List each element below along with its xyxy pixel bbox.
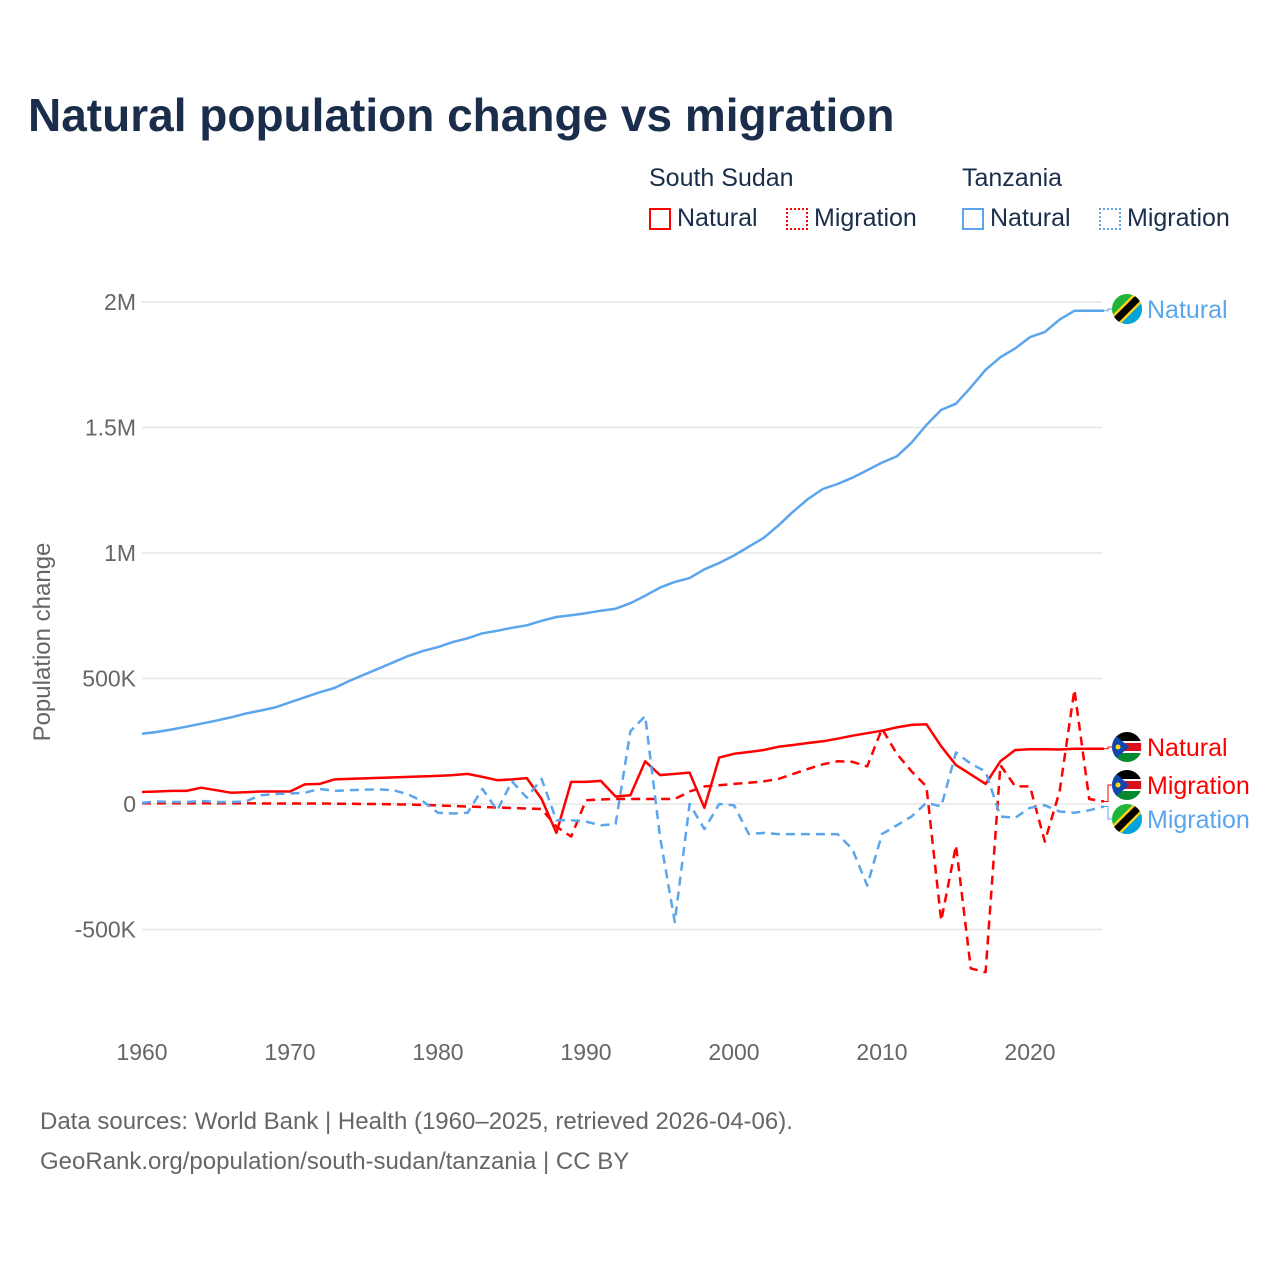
legend-item-tanzania-migration[interactable]: Migration: [1099, 204, 1230, 233]
end-label-connector: [1104, 308, 1114, 312]
flag-body: [1112, 804, 1142, 834]
flag-star: [1115, 744, 1121, 750]
south-sudan-flag-icon: [1112, 732, 1142, 762]
legend-label: Natural: [677, 204, 758, 232]
y-tick-label: 2M: [104, 289, 136, 315]
end-label: Natural: [1147, 296, 1228, 324]
legend-label: Natural: [990, 204, 1071, 232]
y-tick-label: 1.5M: [85, 415, 136, 441]
series-line-south-sudan-natural: [141, 722, 1104, 835]
flag-black: [1112, 770, 1142, 780]
x-tick-label: 1980: [412, 1039, 463, 1065]
y-tick-label: 1M: [104, 540, 136, 566]
end-label: Migration: [1147, 772, 1250, 800]
y-tick-label: -500K: [75, 917, 137, 943]
tanzania-flag-icon: [1112, 804, 1142, 834]
tanzania-flag-icon: [1112, 294, 1142, 324]
y-axis-label: Population change: [29, 543, 56, 742]
end-label: Migration: [1147, 806, 1250, 834]
legend-swatch-dotted: [1099, 207, 1121, 230]
legend-group-tanzania: Tanzania: [962, 164, 1063, 192]
south-sudan-flag-icon: [1112, 770, 1142, 800]
x-tick-label: 1990: [560, 1039, 611, 1065]
end-label-connector: [1104, 784, 1114, 802]
end-label-connector: [1104, 746, 1114, 750]
x-tick-label: 1970: [264, 1039, 315, 1065]
end-label-connector: [1104, 806, 1114, 820]
legend-item-south-sudan-migration[interactable]: Migration: [786, 204, 917, 233]
y-tick-label: 500K: [82, 666, 136, 692]
x-tick-label: 2000: [708, 1039, 759, 1065]
legend-label: Migration: [814, 204, 917, 232]
legend-swatch-solid: [649, 207, 671, 230]
series-line-south-sudan-migration: [142, 688, 1105, 974]
footer-link[interactable]: GeoRank.org/population/south-sudan/tanza…: [40, 1148, 630, 1175]
legend-swatch-solid: [962, 207, 984, 230]
footer-sources: Data sources: World Bank | Health (1960–…: [40, 1108, 793, 1135]
flag-black: [1112, 732, 1142, 742]
legend-item-south-sudan-natural[interactable]: Natural: [649, 204, 758, 233]
flag-body: [1112, 770, 1142, 800]
x-tick-label: 2010: [856, 1039, 907, 1065]
legend-label: Migration: [1127, 204, 1230, 232]
legend-group-south-sudan: South Sudan: [649, 164, 794, 192]
chart-title: Natural population change vs migration: [28, 89, 895, 141]
series-line-tanzania-migration: [141, 714, 1105, 924]
legend-item-tanzania-natural[interactable]: Natural: [962, 204, 1071, 233]
flag-green: [1112, 791, 1142, 800]
legend-swatch-dotted: [786, 207, 808, 230]
y-tick-label: 0: [123, 791, 136, 817]
flag-body: [1112, 732, 1142, 762]
flag-star: [1115, 782, 1121, 788]
flag-body: [1112, 294, 1142, 324]
end-label: Natural: [1147, 734, 1228, 762]
flag-green: [1112, 753, 1142, 762]
x-tick-label: 1960: [116, 1039, 167, 1065]
series-line-tanzania-natural: [141, 309, 1104, 735]
x-tick-label: 2020: [1004, 1039, 1055, 1065]
